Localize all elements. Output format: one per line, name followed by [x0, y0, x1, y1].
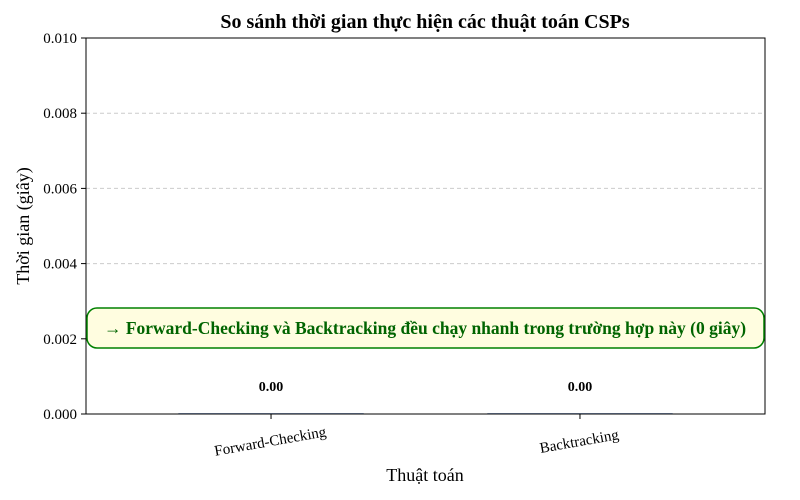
annotation: → Forward-Checking và Backtracking đều c…: [86, 307, 765, 349]
bar-value-label: 0.00: [568, 380, 593, 395]
y-tick-label: 0.002: [43, 332, 77, 348]
plot-frame: [85, 37, 766, 415]
x-axis-label: Thuật toán: [386, 465, 463, 485]
y-tick-label: 0.010: [43, 31, 77, 47]
y-tick-label: 0.000: [43, 407, 77, 423]
chart-title: So sánh thời gian thực hiện các thuật to…: [220, 11, 629, 33]
value-labels: 0.00 0.00: [259, 380, 592, 395]
annotation-box: [86, 307, 765, 349]
y-axis-ticks: 0.000 0.002 0.004 0.006 0.008 0.010: [43, 31, 86, 423]
y-tick-label: 0.006: [43, 181, 77, 197]
annotation-text: → Forward-Checking và Backtracking đều c…: [104, 318, 746, 338]
y-tick-label: 0.004: [43, 257, 77, 273]
y-axis-label: Thời gian (giây): [13, 167, 34, 284]
bar-value-label: 0.00: [259, 380, 284, 395]
y-tick-label: 0.008: [43, 106, 77, 122]
